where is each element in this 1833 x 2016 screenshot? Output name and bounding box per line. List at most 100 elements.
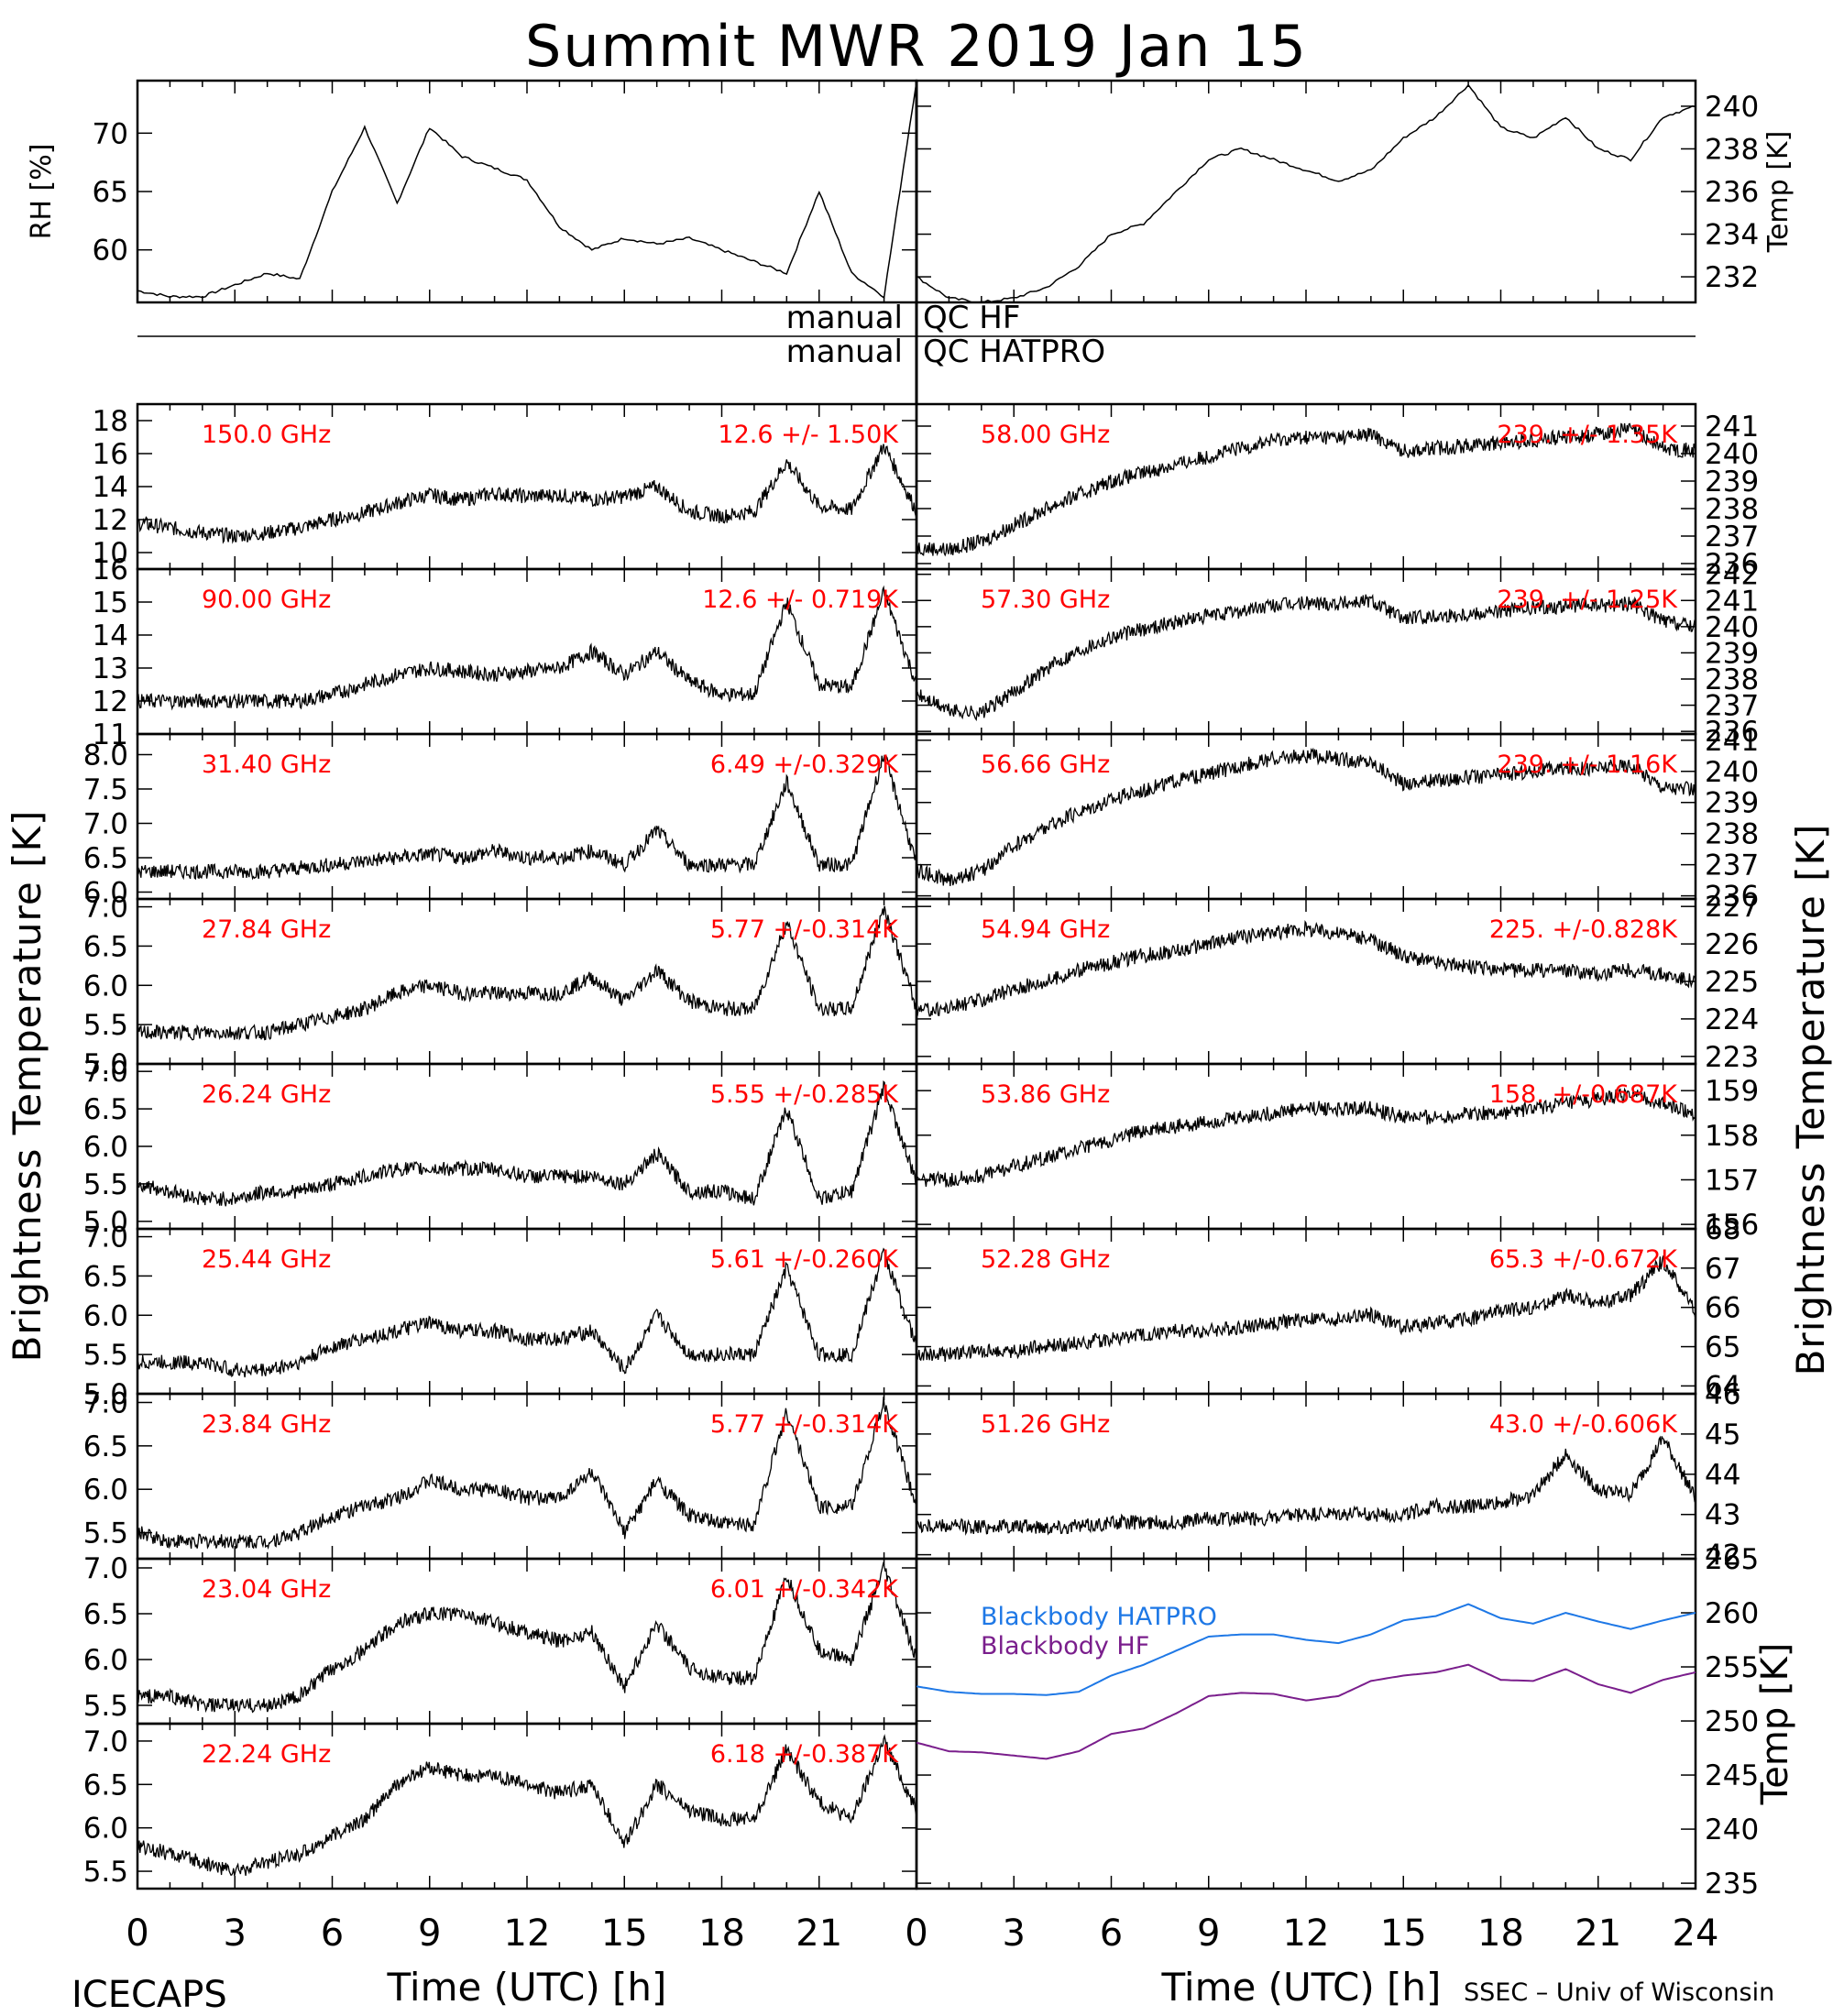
qc-hf-left-label: manual [786, 300, 903, 336]
data-line [137, 905, 917, 1042]
panel-blackbody: 235 240 245 250 255 260 265 Blackbody HATPROBla… [915, 1543, 1796, 1901]
channel-label: 51.26 GHz [981, 1410, 1110, 1439]
y-tick-label: 7.0 [83, 1726, 128, 1759]
data-line [137, 1734, 917, 1877]
y-tick-label: 70 [93, 117, 128, 150]
channel-stat-label: 239. +/- 1.35K [1497, 421, 1678, 449]
y-tick-label: 245 [1705, 1759, 1759, 1792]
left-x-axis-label: Time (UTC) [h] [387, 1965, 667, 2010]
channel-label: 58.00 GHz [981, 421, 1110, 449]
data-line [137, 1561, 917, 1714]
panel-right-4: 223 224 225 226 227 54.94 GHz 225. +/-0.828K [915, 891, 1759, 1074]
panel-y-axis-label: RH [%] [26, 144, 58, 240]
x-tick-label: 3 [1003, 1912, 1026, 1955]
y-tick-label: 44 [1705, 1459, 1740, 1492]
y-tick-label: 240 [1705, 438, 1759, 471]
panel-frame [915, 79, 1697, 304]
y-tick-label: 156 [1705, 1209, 1759, 1242]
y-tick-label: 7.0 [83, 892, 128, 925]
x-tick-labels: 0 3 6 9 12 15 18 21 0 3 6 9 12 15 18 21 24 [126, 1912, 1718, 1955]
channel-stat-label: 239. +/- 1.16K [1497, 751, 1678, 779]
x-tick-label: 9 [418, 1912, 441, 1955]
y-tick-label: 227 [1705, 891, 1759, 924]
y-tick-label: 42 [1705, 1539, 1740, 1572]
channel-stat-label: 158. +/-0.687K [1489, 1080, 1678, 1109]
data-line [916, 593, 1696, 722]
panel-y-axis-label: Temp [K] [1754, 1643, 1796, 1806]
y-tick-label: 241 [1705, 585, 1759, 618]
y-tick-label: 226 [1705, 928, 1759, 961]
data-line [137, 1080, 917, 1207]
channel-stat-label: 6.18 +/-0.387K [710, 1740, 899, 1769]
legend-entry-1: Blackbody HATPRO [981, 1603, 1217, 1631]
y-tick-label: 6.5 [83, 1598, 128, 1631]
panel-left-6: 5.0 5.5 6.0 6.5 7.0 25.44 GHz 5.61 +/-0.260K [83, 1222, 918, 1411]
channel-label: 25.44 GHz [202, 1245, 331, 1274]
y-tick-label: 237 [1705, 690, 1759, 723]
y-tick-label: 13 [93, 652, 128, 685]
y-tick-label: 7.0 [83, 808, 128, 841]
y-tick-label: 5.5 [83, 1339, 128, 1372]
y-tick-label: 65 [1705, 1331, 1740, 1364]
y-tick-label: 265 [1705, 1543, 1759, 1576]
y-tick-label: 5.0 [83, 1048, 128, 1081]
left-y-axis-label: Brightness Temperature [K] [5, 810, 49, 1363]
panel-right-5: 156 157 158 159 53.86 GHz 158. +/-0.687K [915, 1062, 1759, 1242]
right-y-axis-label: Brightness Temperature [K] [1788, 824, 1833, 1376]
data-line [137, 754, 917, 881]
y-tick-label: 12 [93, 685, 128, 718]
channel-label: 54.94 GHz [981, 915, 1110, 944]
y-tick-label: 242 [1705, 559, 1759, 592]
channel-label: 150.0 GHz [202, 421, 331, 449]
panel-rh: 60 65 70 RH [%] [26, 79, 918, 304]
y-tick-label: 250 [1705, 1705, 1759, 1738]
qc-hf-right-label: QC HF [923, 300, 1020, 336]
qc-hatpro-left-label: manual [786, 334, 903, 370]
ssec-credit-label: SSEC – Univ of Wisconsin [1464, 1978, 1774, 2007]
panel-y-axis-label: Temp [K] [1762, 131, 1795, 254]
y-tick-label: 238 [1705, 133, 1759, 166]
channel-stat-label: 5.55 +/-0.285K [710, 1080, 899, 1109]
y-tick-label: 7.0 [83, 1222, 128, 1255]
channel-label: 23.84 GHz [202, 1410, 331, 1439]
right-x-axis-label: Time (UTC) [h] [1161, 1965, 1442, 2010]
x-tick-label: 18 [698, 1912, 745, 1955]
y-tick-label: 237 [1705, 849, 1759, 882]
y-tick-label: 240 [1705, 1813, 1759, 1846]
y-tick-label: 236 [1705, 548, 1759, 581]
channel-label: 56.66 GHz [981, 751, 1110, 779]
panel-left-5: 5.0 5.5 6.0 6.5 7.0 26.24 GHz 5.55 +/-0.285K [83, 1056, 918, 1239]
x-tick-label: 0 [905, 1912, 927, 1955]
x-tick-label: 9 [1197, 1912, 1220, 1955]
y-tick-label: 232 [1705, 261, 1759, 294]
legend-entry-2: Blackbody HF [981, 1632, 1149, 1660]
y-tick-label: 236 [1705, 881, 1759, 914]
y-tick-label: 237 [1705, 520, 1759, 553]
y-tick-label: 159 [1705, 1075, 1759, 1108]
data-line [916, 1435, 1696, 1537]
y-tick-label: 65 [93, 176, 128, 209]
panel-frame [136, 79, 918, 304]
channel-label: 53.86 GHz [981, 1080, 1110, 1109]
y-tick-label: 10 [93, 537, 128, 570]
channel-stat-label: 5.61 +/-0.260K [710, 1245, 899, 1274]
x-tick-label: 12 [1283, 1912, 1330, 1955]
y-tick-label: 6.5 [83, 1260, 128, 1293]
y-tick-label: 240 [1705, 611, 1759, 644]
y-tick-label: 7.0 [83, 1386, 128, 1419]
x-tick-label: 15 [601, 1912, 648, 1955]
y-tick-label: 6.5 [83, 930, 128, 963]
y-tick-label: 239 [1705, 637, 1759, 670]
y-tick-label: 60 [93, 235, 128, 268]
data-line [916, 83, 1696, 303]
series-line-2 [916, 1663, 1696, 1760]
data-line [916, 747, 1696, 887]
panel-left-9: 5.5 6.0 6.5 7.0 22.24 GHz 6.18 +/-0.387K [83, 1722, 918, 1890]
channel-label: 26.24 GHz [202, 1080, 331, 1109]
panel-left-8: 5.5 6.0 6.5 7.0 23.04 GHz 6.01 +/-0.342K [83, 1552, 918, 1726]
y-tick-label: 6.5 [83, 1769, 128, 1802]
y-tick-label: 16 [93, 553, 128, 586]
channel-stat-label: 5.77 +/-0.314K [710, 915, 899, 944]
